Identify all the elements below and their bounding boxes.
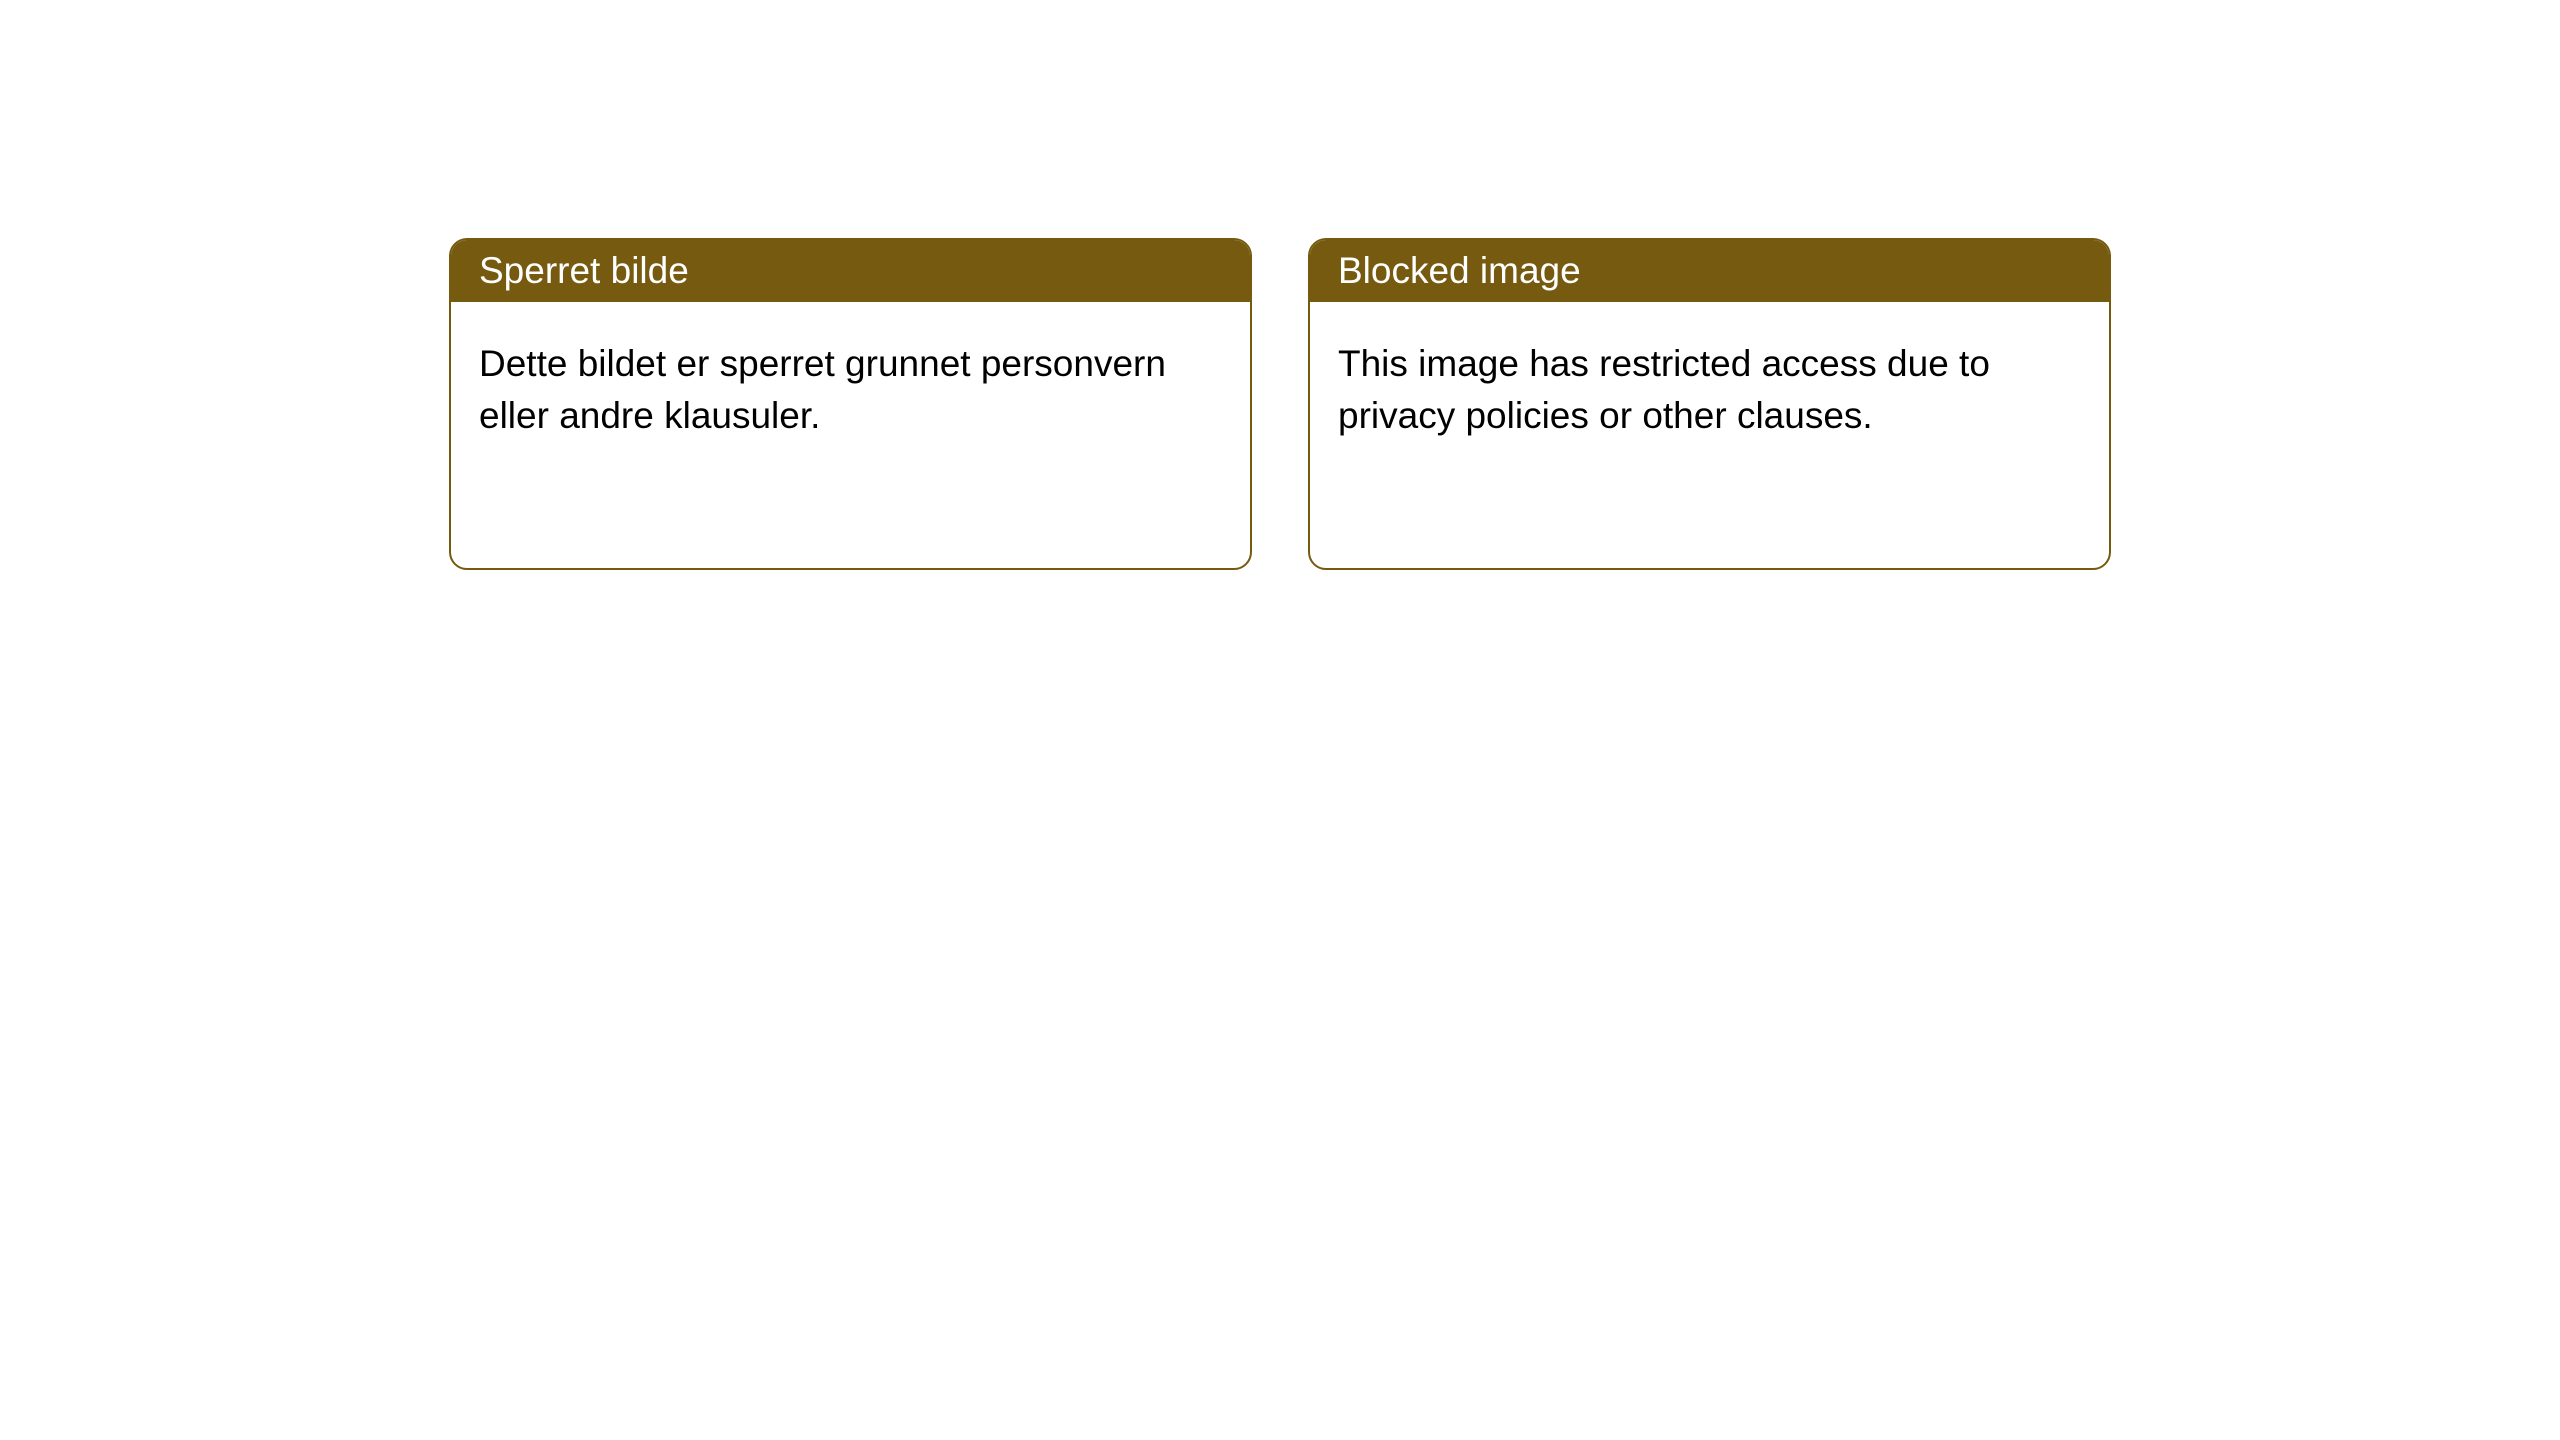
- notice-body-text: Dette bildet er sperret grunnet personve…: [479, 343, 1166, 436]
- notice-body: Dette bildet er sperret grunnet personve…: [451, 302, 1250, 478]
- notice-body-text: This image has restricted access due to …: [1338, 343, 1990, 436]
- notice-card-english: Blocked image This image has restricted …: [1308, 238, 2111, 570]
- notice-header: Sperret bilde: [451, 240, 1250, 302]
- notice-card-norwegian: Sperret bilde Dette bildet er sperret gr…: [449, 238, 1252, 570]
- notice-body: This image has restricted access due to …: [1310, 302, 2109, 478]
- notice-title: Blocked image: [1338, 250, 1581, 291]
- notice-title: Sperret bilde: [479, 250, 689, 291]
- notice-header: Blocked image: [1310, 240, 2109, 302]
- notice-container: Sperret bilde Dette bildet er sperret gr…: [449, 238, 2111, 570]
